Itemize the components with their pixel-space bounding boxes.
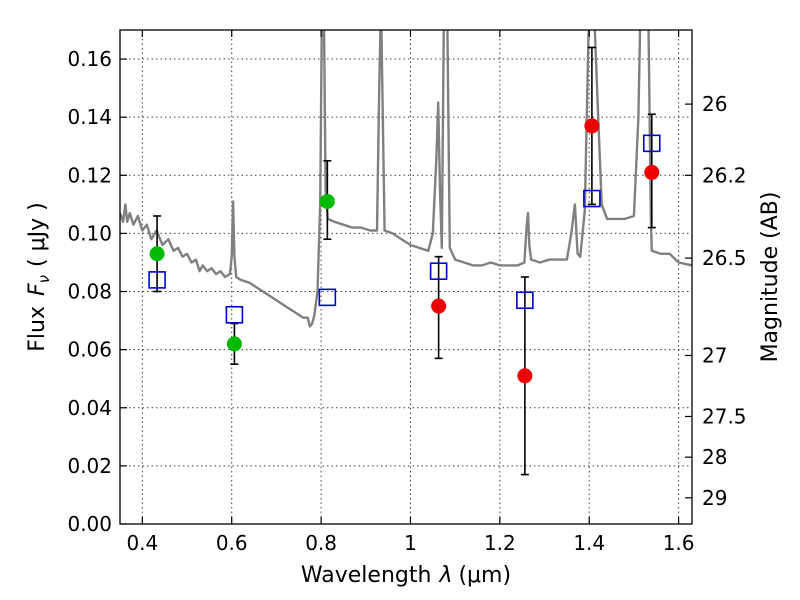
right-tick-label: 28 <box>702 445 727 469</box>
axis-ticks: 0.4 0.6 0.8 1 1.2 1.4 1.6 0.00 0.02 0.04 0.06 0.08 0… <box>67 30 747 555</box>
y-tick-label: 0.10 <box>67 221 112 245</box>
x-tick-label: 1.4 <box>573 531 605 555</box>
y-tick-label: 0.08 <box>67 280 112 304</box>
x-axis-label: Wavelength λ (μm) <box>301 563 511 588</box>
right-tick-label: 29 <box>702 486 727 510</box>
model-photometry-square <box>429 262 448 280</box>
right-tick-label: 27.5 <box>702 404 747 428</box>
observed-flux-point <box>644 164 660 180</box>
y-tick-label: 0.14 <box>67 105 112 129</box>
x-tick-label: 1.6 <box>663 531 695 555</box>
right-tick-label: 27 <box>702 343 727 367</box>
observed-flux-point <box>149 246 165 262</box>
y-tick-label: 0.06 <box>67 338 112 362</box>
plot-frame <box>119 29 693 525</box>
observed-flux-point <box>226 336 242 352</box>
model-photometry-square <box>318 288 337 307</box>
x-tick-label: 1.2 <box>484 531 516 555</box>
observed-flux-point <box>584 118 600 134</box>
y-tick-label: 0.02 <box>67 454 112 478</box>
right-tick-label: 26 <box>702 92 727 116</box>
plot-area <box>120 30 692 476</box>
model-photometry-square <box>516 291 534 310</box>
x-tick-label: 1 <box>404 531 417 555</box>
model-photometry-square <box>225 305 244 324</box>
x-tick-label: 0.8 <box>305 531 337 555</box>
model-photometry-square <box>583 189 601 208</box>
right-tick-label: 26.2 <box>702 163 747 187</box>
x-tick-label: 0.4 <box>126 531 158 555</box>
y-tick-label: 0.16 <box>67 47 112 71</box>
model-photometry-square <box>642 134 661 153</box>
model-spectrum-line <box>120 30 692 328</box>
right-tick-label: 26.5 <box>702 246 747 270</box>
y-tick-label: 0.12 <box>67 163 112 187</box>
y-tick-label: 0.00 <box>67 512 112 536</box>
y-axis-label: FluxFν( μJy ) <box>25 202 53 351</box>
x-tick-label: 0.6 <box>216 531 248 555</box>
model-photometry-square <box>148 271 166 289</box>
right-axis-label: Magnitude (AB) <box>758 192 783 363</box>
observed-flux-point <box>517 368 533 384</box>
y-tick-label: 0.04 <box>67 396 112 420</box>
observed-flux-point <box>431 298 447 314</box>
grid-lines <box>120 30 692 525</box>
observed-flux-point <box>319 193 335 209</box>
